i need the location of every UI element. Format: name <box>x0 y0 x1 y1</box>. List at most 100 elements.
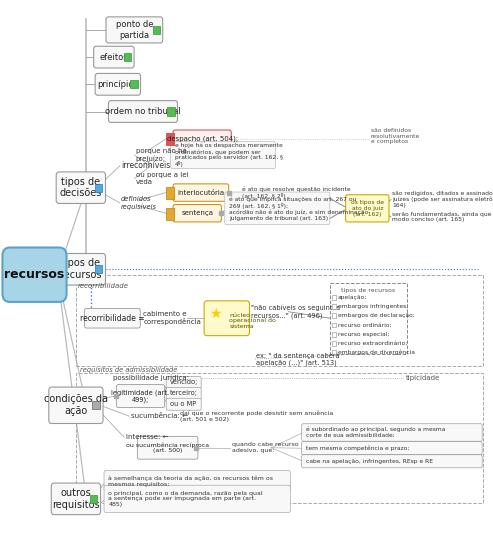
Text: possibilidade jurídica:: possibilidade jurídica: <box>113 375 189 381</box>
Text: ou porque a lei
veda: ou porque a lei veda <box>136 172 188 185</box>
Text: interlocutória: interlocutória <box>177 189 224 196</box>
Text: cabimento e
correspondência: cabimento e correspondência <box>143 311 201 325</box>
Text: legitimidade (art.
499);: legitimidade (art. 499); <box>111 389 170 403</box>
Text: condições da
ação: condições da ação <box>44 394 108 416</box>
Bar <box>76 373 483 503</box>
Text: tipos de
decisões: tipos de decisões <box>60 177 102 199</box>
Text: sentença: sentença <box>181 210 213 217</box>
Text: princípios: princípios <box>98 80 138 89</box>
Text: tipicidade: tipicidade <box>406 375 440 381</box>
FancyBboxPatch shape <box>166 398 201 410</box>
Bar <box>332 304 336 309</box>
FancyBboxPatch shape <box>168 107 175 115</box>
FancyBboxPatch shape <box>49 387 103 423</box>
FancyBboxPatch shape <box>90 495 98 503</box>
FancyBboxPatch shape <box>108 101 177 122</box>
FancyBboxPatch shape <box>166 187 174 199</box>
FancyBboxPatch shape <box>93 401 100 410</box>
Text: tem mesma competência e prazo;: tem mesma competência e prazo; <box>306 446 409 451</box>
Text: é ato que resolve questão incidente
(art. 162, § 2º): é ato que resolve questão incidente (art… <box>242 187 350 199</box>
Text: cabe na apelação, infringentes, REsp e RE: cabe na apelação, infringentes, REsp e R… <box>306 459 433 464</box>
FancyBboxPatch shape <box>94 46 134 68</box>
Text: recursos: recursos <box>4 268 65 281</box>
Text: núcleo
operacional do
sistema: núcleo operacional do sistema <box>229 313 276 329</box>
FancyBboxPatch shape <box>85 308 140 328</box>
FancyBboxPatch shape <box>106 17 163 43</box>
Text: recurso extraordinário;: recurso extraordinário; <box>338 341 407 346</box>
Text: irreconhíveis: irreconhíveis <box>121 162 170 170</box>
Text: ou sucumbência recíproca
(art. 500): ou sucumbência recíproca (art. 500) <box>126 442 209 453</box>
FancyBboxPatch shape <box>56 254 106 285</box>
Bar <box>332 295 336 300</box>
FancyBboxPatch shape <box>204 301 249 336</box>
Text: embargos de divergência: embargos de divergência <box>338 350 415 355</box>
FancyBboxPatch shape <box>152 26 160 34</box>
FancyBboxPatch shape <box>166 376 201 388</box>
Text: ex: " da sentença caberá
apelação (...)" (art. 513): ex: " da sentença caberá apelação (...)"… <box>256 352 340 366</box>
FancyBboxPatch shape <box>302 455 482 468</box>
FancyBboxPatch shape <box>130 81 138 88</box>
Text: requisitos de admissibilidade: requisitos de admissibilidade <box>80 367 177 373</box>
Text: à semelhança da teoria da ação, os recursos têm os
mesmos requisitos;: à semelhança da teoria da ação, os recur… <box>108 475 274 486</box>
Bar <box>76 275 483 366</box>
Text: recurso ordinário;: recurso ordinário; <box>338 322 391 327</box>
FancyBboxPatch shape <box>302 424 482 441</box>
Text: porque não há
prejuízo;: porque não há prejuízo; <box>136 148 186 162</box>
FancyBboxPatch shape <box>116 385 165 407</box>
Text: daí que o recorrente pode desistir sem anuência
(art. 501 e 502): daí que o recorrente pode desistir sem a… <box>180 411 333 422</box>
FancyBboxPatch shape <box>171 141 276 169</box>
Text: e hoje há os despachos meramente
ordinatórios, que podem ser
praticados pelo ser: e hoje há os despachos meramente ordinat… <box>175 143 283 168</box>
FancyBboxPatch shape <box>166 133 174 145</box>
Text: apelação;: apelação; <box>338 294 367 300</box>
Text: o principal, como o da demanda, razão pela qual
a sentença pode ser impugnada em: o principal, como o da demanda, razão pe… <box>108 491 263 507</box>
FancyBboxPatch shape <box>104 471 290 491</box>
Text: é ato que implica situações do art. 267 ou
269 (art. 162, § 1º);
acórdão não é a: é ato que implica situações do art. 267 … <box>229 196 368 221</box>
Bar <box>332 350 336 355</box>
FancyBboxPatch shape <box>2 248 67 302</box>
Text: tipos de
recursos: tipos de recursos <box>60 258 102 280</box>
Text: "não cabíveis os seguintes
recursos..." (art. 496): "não cabíveis os seguintes recursos..." … <box>251 305 341 319</box>
Text: efeitos: efeitos <box>100 53 128 61</box>
FancyBboxPatch shape <box>51 483 101 515</box>
FancyBboxPatch shape <box>166 208 174 220</box>
Bar <box>332 332 336 337</box>
Text: é subordinado ao principal, segundo a mesma
corte de sua admissibilidade;: é subordinado ao principal, segundo a me… <box>306 427 445 438</box>
Text: ou o MP: ou o MP <box>170 401 196 407</box>
FancyBboxPatch shape <box>346 195 389 222</box>
FancyBboxPatch shape <box>302 442 482 455</box>
Text: vencido;: vencido; <box>170 379 198 386</box>
FancyBboxPatch shape <box>173 205 221 222</box>
FancyBboxPatch shape <box>124 53 131 61</box>
FancyBboxPatch shape <box>95 183 102 191</box>
Bar <box>332 313 336 318</box>
Text: recurso especial;: recurso especial; <box>338 331 389 337</box>
Text: os tipos de
ato do juiz
(art. 162): os tipos de ato do juiz (art. 162) <box>351 200 384 217</box>
Text: são redigidos, ditados e assinados pelo
juízes (pode ser assinatura eletrônica) : são redigidos, ditados e assinados pelo … <box>392 191 493 208</box>
Text: ponto de
partida: ponto de partida <box>115 20 153 40</box>
Text: embargos infringentes;: embargos infringentes; <box>338 304 408 309</box>
Bar <box>332 341 336 346</box>
Text: ★: ★ <box>210 307 222 321</box>
FancyBboxPatch shape <box>173 184 229 201</box>
FancyBboxPatch shape <box>225 192 330 225</box>
Text: são definidos
resolutivamente
e completos: são definidos resolutivamente e completo… <box>371 128 420 144</box>
Text: ordem no tribunal: ordem no tribunal <box>105 107 181 116</box>
Text: recorribilidade: recorribilidade <box>78 282 129 289</box>
FancyBboxPatch shape <box>95 265 102 274</box>
FancyBboxPatch shape <box>166 387 201 399</box>
Bar <box>332 323 336 327</box>
Text: interesse: ←: interesse: ← <box>126 434 168 441</box>
FancyBboxPatch shape <box>137 436 198 459</box>
FancyBboxPatch shape <box>173 130 231 147</box>
Text: embargos de declaração;: embargos de declaração; <box>338 313 415 318</box>
FancyBboxPatch shape <box>104 485 290 512</box>
Text: sucumbência: ←: sucumbência: ← <box>131 413 188 419</box>
Text: outros
requisitos: outros requisitos <box>52 488 100 510</box>
Text: tipos de recursos: tipos de recursos <box>342 288 395 293</box>
Bar <box>330 283 407 354</box>
Text: despacho (art. 504);: despacho (art. 504); <box>167 135 238 142</box>
FancyBboxPatch shape <box>95 73 141 95</box>
Text: serão fundamentadas, ainda que de
modo conciso (art. 165): serão fundamentadas, ainda que de modo c… <box>392 212 493 222</box>
Text: terceiro;: terceiro; <box>170 390 198 397</box>
Text: definidos
requisíveis: definidos requisíveis <box>121 196 157 209</box>
